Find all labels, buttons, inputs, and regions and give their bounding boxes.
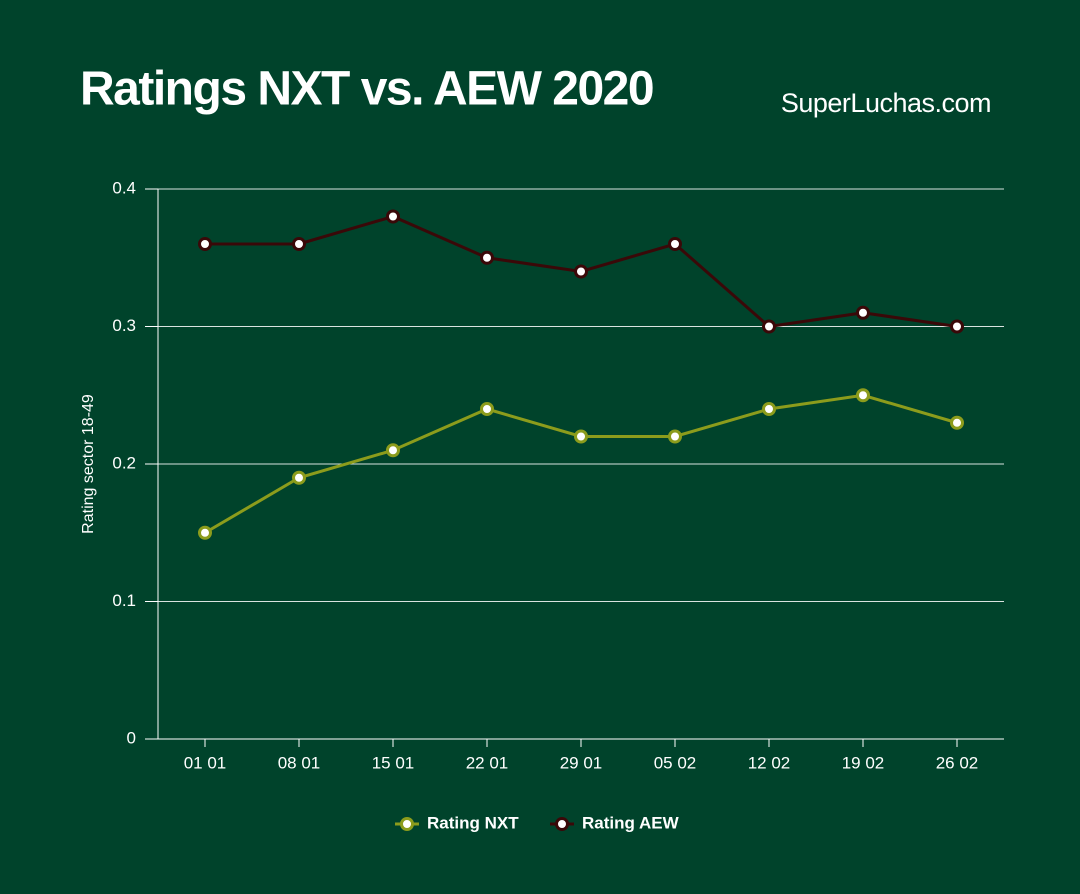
legend-label: Rating NXT <box>427 813 519 832</box>
x-tick-label: 08 01 <box>278 753 321 772</box>
point <box>386 209 400 224</box>
point <box>292 470 306 485</box>
point <box>668 237 682 251</box>
y-axis-label: Rating sector 18-49 <box>80 394 97 534</box>
point <box>480 250 494 265</box>
point <box>574 264 588 279</box>
x-tick-label: 01 01 <box>184 753 227 772</box>
y-tick-label: 0.2 <box>112 453 136 472</box>
point <box>856 388 870 403</box>
point <box>762 319 776 334</box>
x-tick-label: 29 01 <box>560 753 603 772</box>
y-tick-label: 0.1 <box>112 591 136 610</box>
point <box>574 429 588 444</box>
chart-title: Ratings NXT vs. AEW 2020 <box>80 63 653 116</box>
legend-label: Rating AEW <box>582 813 680 832</box>
source: SuperLuchas.com <box>781 88 991 118</box>
x-tick-label: 26 02 <box>936 753 979 772</box>
x-tick-label: 05 02 <box>654 753 697 772</box>
legend-swatch-marker <box>555 817 569 831</box>
x-tick-label: 22 01 <box>466 753 509 772</box>
point <box>762 402 776 416</box>
point <box>950 415 964 430</box>
point <box>950 319 964 334</box>
point <box>668 429 682 444</box>
x-tick-label: 15 01 <box>372 753 415 772</box>
legend-swatch-marker <box>400 817 414 831</box>
x-tick-label: 12 02 <box>748 753 791 772</box>
point <box>198 525 212 540</box>
y-tick-label: 0.4 <box>112 178 136 197</box>
point <box>198 237 212 251</box>
y-tick-label: 0 <box>127 728 136 747</box>
point <box>386 443 400 458</box>
x-tick-label: 19 02 <box>842 753 885 772</box>
y-tick-label: 0.3 <box>112 316 136 335</box>
point <box>480 402 494 416</box>
point <box>856 305 870 320</box>
point <box>292 237 306 251</box>
